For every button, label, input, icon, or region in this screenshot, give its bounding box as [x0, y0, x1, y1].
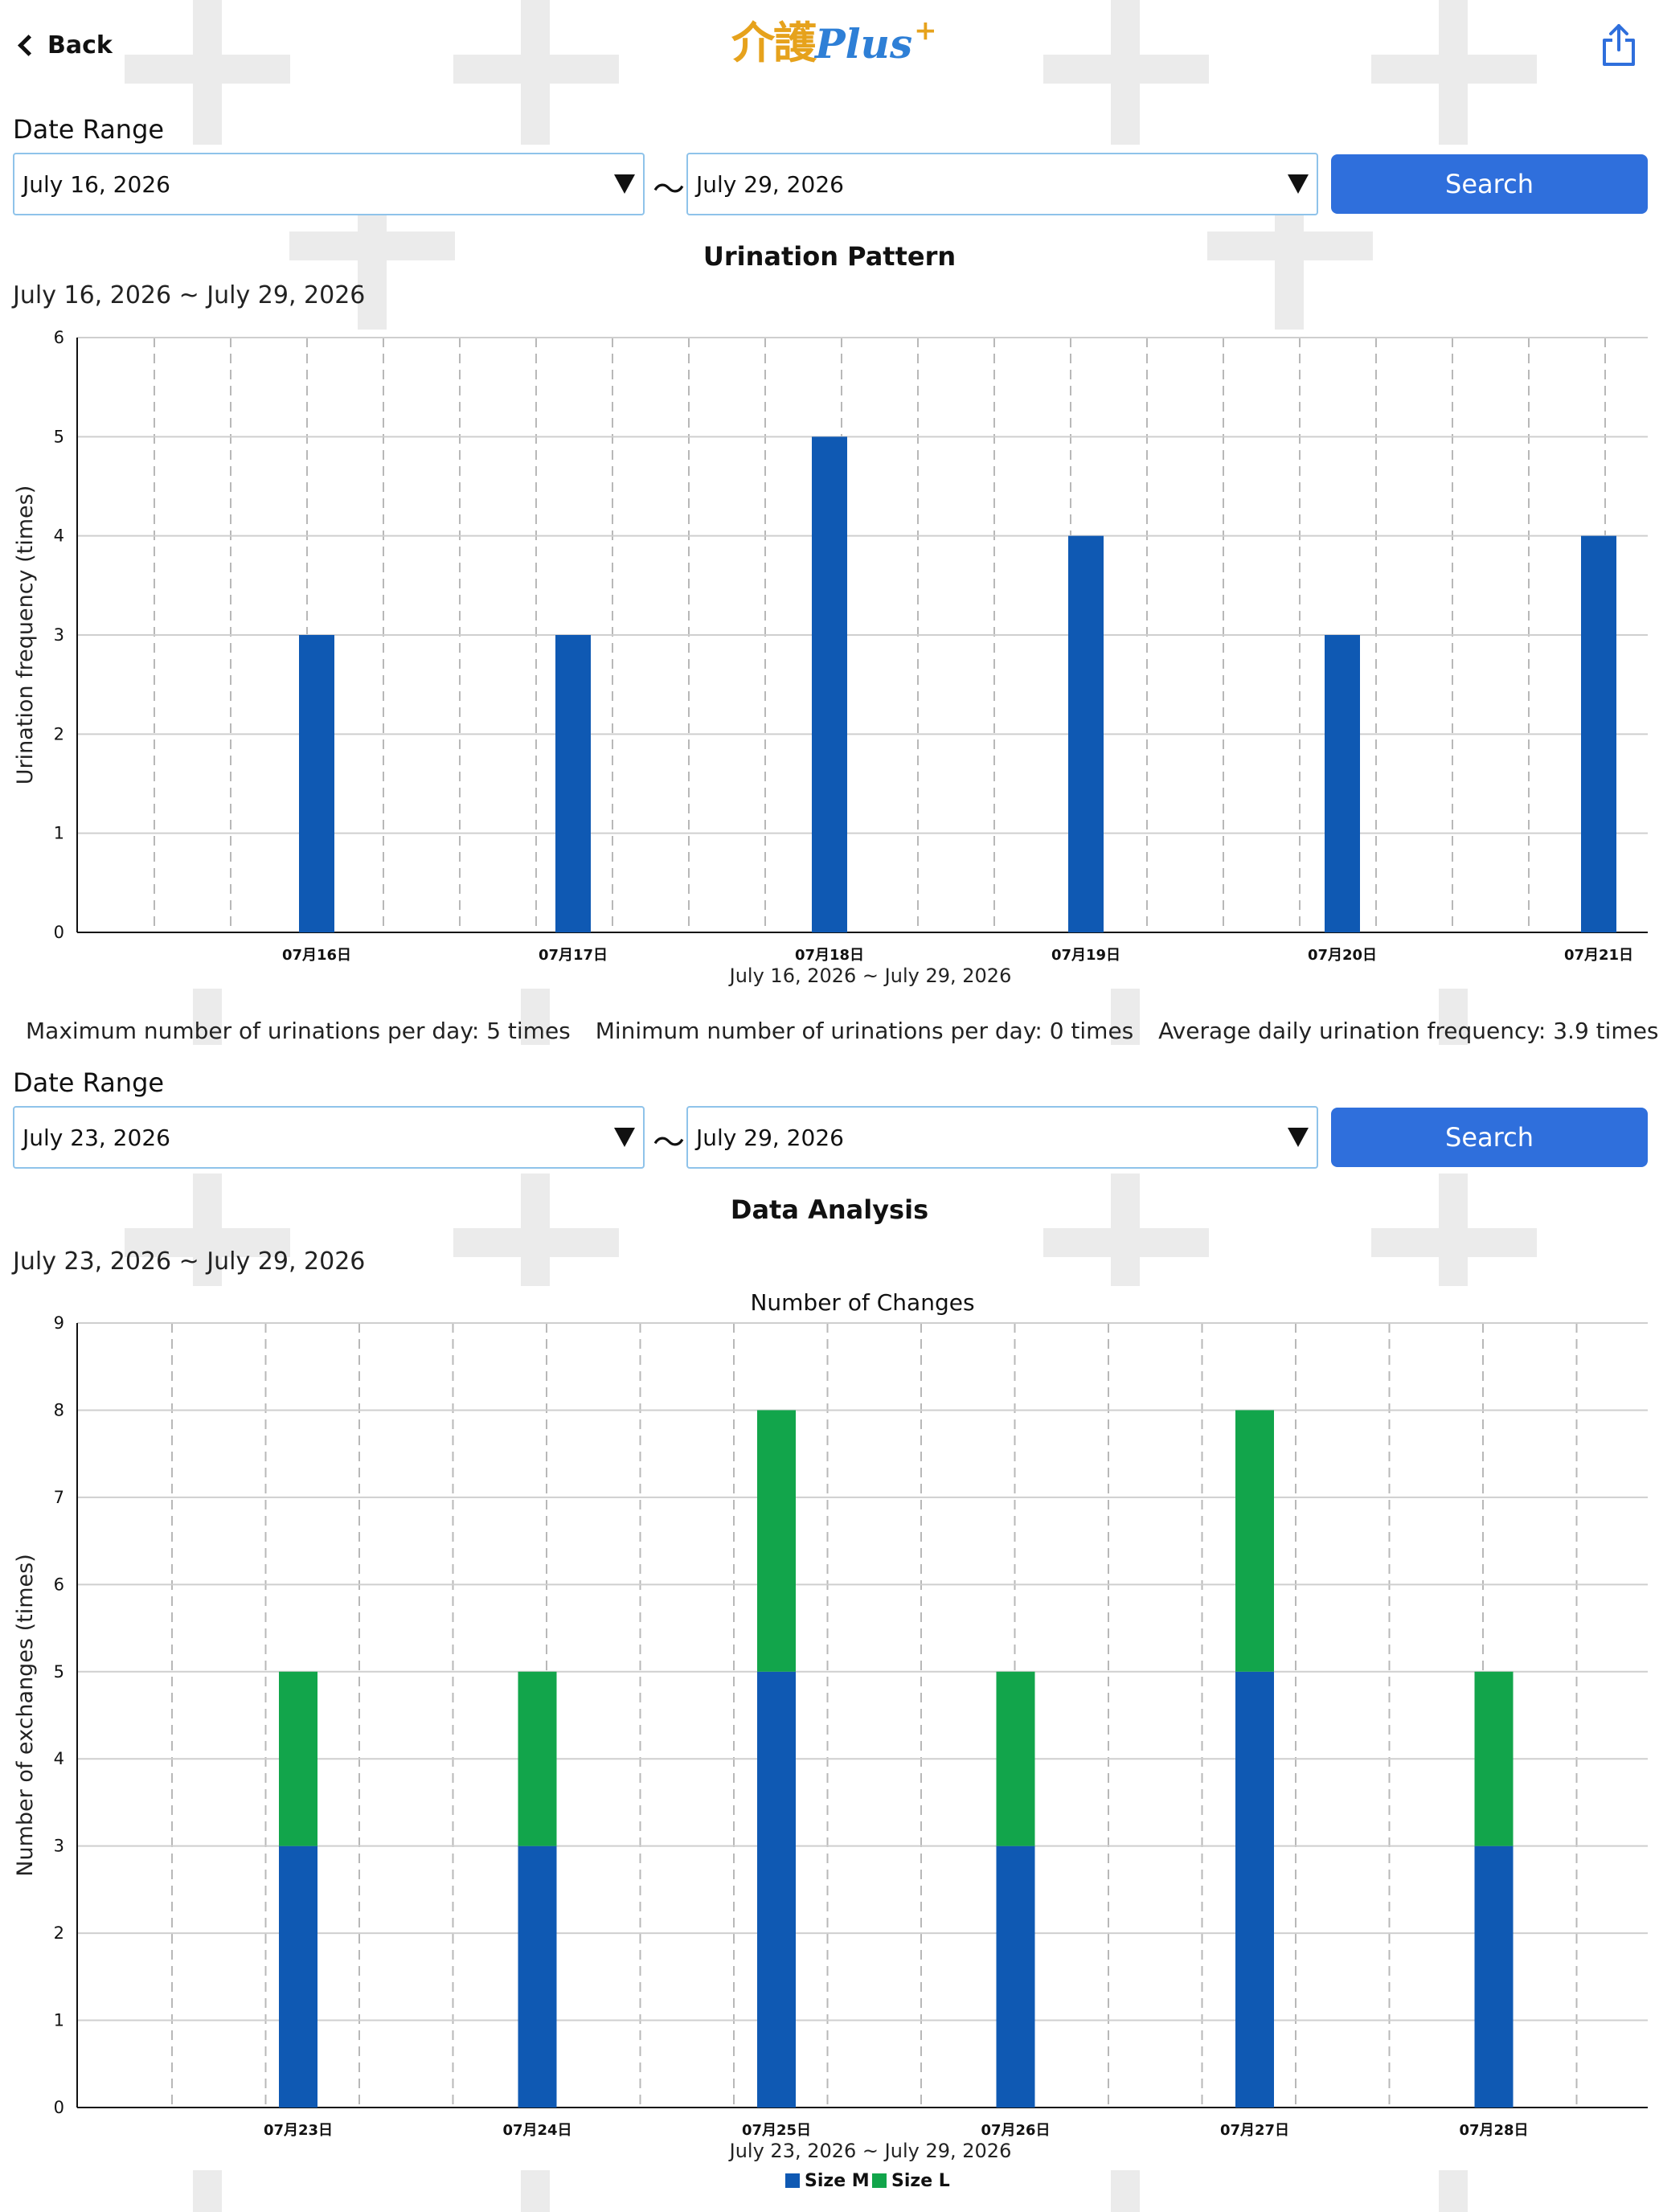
x-tick-label: 07月21日	[1564, 947, 1633, 964]
x-tick-label: 07月16日	[282, 947, 351, 964]
bar-size-l	[996, 1671, 1035, 1846]
legend-label: Size M	[805, 2171, 870, 2191]
y-tick-label: 2	[54, 724, 64, 743]
range-text-urination: July 16, 2026 ~ July 29, 2026	[13, 281, 366, 309]
end-date-select-2[interactable]: July 29, 2026	[686, 1106, 1318, 1169]
bar-size-l	[1235, 1410, 1274, 1672]
x-axis-label: July 16, 2026 ~ July 29, 2026	[728, 965, 1012, 987]
bar	[555, 635, 591, 932]
y-tick-label: 3	[54, 625, 64, 645]
chart-title-urination: Urination Pattern	[703, 241, 956, 272]
x-tick-label: 07月19日	[1051, 947, 1120, 964]
x-tick-label: 07月17日	[539, 947, 608, 964]
x-tick-label: 07月28日	[1459, 2122, 1528, 2139]
search-button-2[interactable]: Search	[1331, 1108, 1648, 1167]
bar	[1068, 535, 1104, 932]
bar-size-m	[996, 1845, 1035, 2108]
end-date-value-2: July 29, 2026	[696, 1124, 844, 1151]
bar-size-m	[757, 1671, 796, 2108]
y-tick-label: 0	[54, 923, 64, 942]
logo-word: Plus	[815, 20, 913, 68]
back-label: Back	[47, 31, 113, 59]
bar	[1581, 535, 1616, 932]
y-tick-label: 1	[54, 824, 64, 843]
stat-avg: Average daily urination frequency: 3.9 t…	[1158, 1018, 1659, 1044]
bar-size-m	[1235, 1671, 1274, 2108]
x-tick-label: 07月27日	[1220, 2122, 1289, 2139]
dropdown-arrow-icon	[614, 1128, 635, 1147]
bar	[1325, 635, 1360, 932]
dropdown-arrow-icon	[1288, 1128, 1309, 1147]
bar-size-l	[279, 1671, 317, 1846]
dropdown-arrow-icon	[1288, 174, 1309, 194]
range-separator: 〜	[653, 171, 685, 208]
start-date-value-2: July 23, 2026	[23, 1124, 170, 1151]
date-range-label-2: Date Range	[13, 1067, 165, 1098]
y-tick-label: 8	[54, 1400, 64, 1419]
x-tick-label: 07月20日	[1308, 947, 1377, 964]
logo-sup: +	[914, 14, 937, 47]
y-tick-label: 9	[54, 1313, 64, 1333]
y-tick-label: 5	[54, 1662, 64, 1682]
share-icon[interactable]	[1598, 23, 1640, 68]
range-separator-2: 〜	[653, 1124, 685, 1161]
bar-size-m	[1474, 1845, 1514, 2108]
stat-max: Maximum number of urinations per day: 5 …	[26, 1018, 571, 1044]
legend-label: Size L	[891, 2171, 950, 2191]
bar	[299, 635, 334, 932]
back-button[interactable]: Back	[14, 24, 113, 66]
x-axis-label: July 23, 2026 ~ July 29, 2026	[728, 2140, 1012, 2162]
x-tick-label: 07月23日	[264, 2122, 333, 2139]
urination-stats: Maximum number of urinations per day: 5 …	[26, 1018, 1659, 1044]
end-date-select[interactable]: July 29, 2026	[686, 153, 1318, 215]
y-tick-label: 6	[54, 1575, 64, 1594]
y-tick-label: 3	[54, 1837, 64, 1856]
bar	[812, 436, 847, 932]
range-text-analysis: July 23, 2026 ~ July 29, 2026	[13, 1247, 366, 1276]
y-tick-label: 6	[54, 328, 64, 347]
y-axis-label: Urination frequency (times)	[13, 485, 38, 784]
y-tick-label: 7	[54, 1488, 64, 1507]
changes-chart: 0 1 2 3 4 5 6 7 8 9 07月23日 07月24日 07月25日 07月26日 07月27日…	[13, 1289, 1648, 2191]
chevron-left-icon	[18, 34, 39, 56]
search-button[interactable]: Search	[1331, 154, 1648, 214]
dropdown-arrow-icon	[614, 174, 635, 194]
bar-size-m	[518, 1845, 557, 2108]
chart-title-analysis: Data Analysis	[730, 1194, 929, 1225]
legend-swatch	[872, 2173, 887, 2188]
chart-inner-title: Number of Changes	[750, 1289, 974, 1316]
bar-size-l	[518, 1671, 557, 1846]
y-tick-label: 4	[54, 526, 64, 546]
end-date-value: July 29, 2026	[696, 170, 844, 198]
bar-size-m	[279, 1845, 317, 2108]
app-logo: 介護 Plus +	[731, 14, 937, 71]
stat-min: Minimum number of urinations per day: 0 …	[595, 1018, 1134, 1044]
logo-kanji: 介護	[731, 17, 817, 68]
start-date-select-2[interactable]: July 23, 2026	[13, 1106, 645, 1169]
y-tick-label: 4	[54, 1749, 64, 1768]
y-tick-label: 5	[54, 427, 64, 446]
y-tick-label: 1	[54, 2011, 64, 2030]
start-date-select[interactable]: July 16, 2026	[13, 153, 645, 215]
legend-swatch	[785, 2173, 800, 2188]
bar-size-l	[1474, 1671, 1514, 1846]
start-date-value: July 16, 2026	[23, 170, 170, 198]
x-tick-label: 07月24日	[502, 2122, 571, 2139]
bar-size-l	[757, 1410, 796, 1672]
date-range-label: Date Range	[13, 114, 165, 145]
x-tick-label: 07月25日	[742, 2122, 811, 2139]
urination-chart: 0 1 2 3 4 5 6 07月16日 07月17日 07月18日 07月19日 07月20日 07月…	[13, 328, 1648, 987]
x-tick-label: 07月26日	[981, 2122, 1050, 2139]
y-axis-label: Number of exchanges (times)	[13, 1554, 38, 1876]
y-tick-label: 2	[54, 1923, 64, 1943]
y-tick-label: 0	[54, 2098, 64, 2117]
x-tick-label: 07月18日	[795, 947, 864, 964]
